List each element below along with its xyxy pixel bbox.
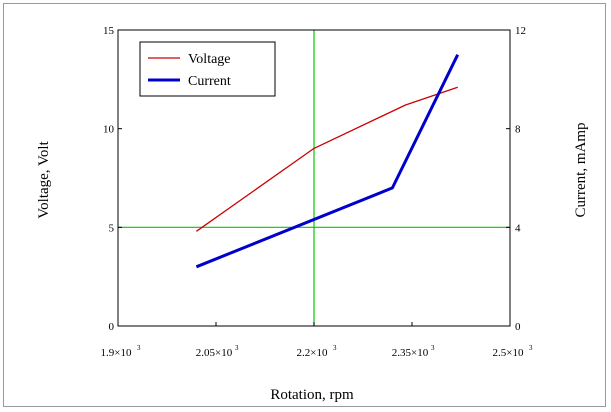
chart-frame — [3, 3, 606, 407]
x-tick-exponent: 3 — [431, 344, 435, 352]
x-tick-label: 2.35×10 — [392, 347, 429, 359]
right-tick-label: 4 — [515, 222, 521, 234]
y-axis-label-left: Voltage, Volt — [36, 140, 52, 218]
x-axis-label: Rotation, rpm — [270, 387, 354, 403]
legend-box — [139, 41, 276, 97]
legend-label-current: Current — [188, 74, 231, 89]
right-tick-label: 12 — [515, 25, 526, 37]
right-tick-label: 8 — [515, 124, 521, 136]
x-tick-exponent: 3 — [529, 344, 533, 352]
y-axis-label-right: Current, mAmp — [573, 123, 589, 218]
series-line-current — [195, 54, 460, 269]
x-tick-exponent: 3 — [137, 344, 141, 352]
left-tick-label: 10 — [103, 124, 115, 136]
x-tick-label: 2.5×10 — [493, 347, 524, 359]
x-tick-label: 2.2×10 — [297, 347, 328, 359]
legend-label-voltage: Voltage — [188, 52, 231, 67]
x-tick-exponent: 3 — [235, 344, 239, 352]
x-tick-label: 1.9×10 — [101, 347, 132, 359]
right-tick-label: 0 — [515, 321, 521, 333]
left-tick-label: 15 — [103, 25, 115, 37]
x-tick-exponent: 3 — [333, 344, 337, 352]
x-tick-label: 2.05×10 — [196, 347, 233, 359]
series-line-voltage — [196, 86, 458, 232]
left-tick-label: 5 — [109, 222, 115, 234]
left-tick-label: 0 — [109, 321, 115, 333]
